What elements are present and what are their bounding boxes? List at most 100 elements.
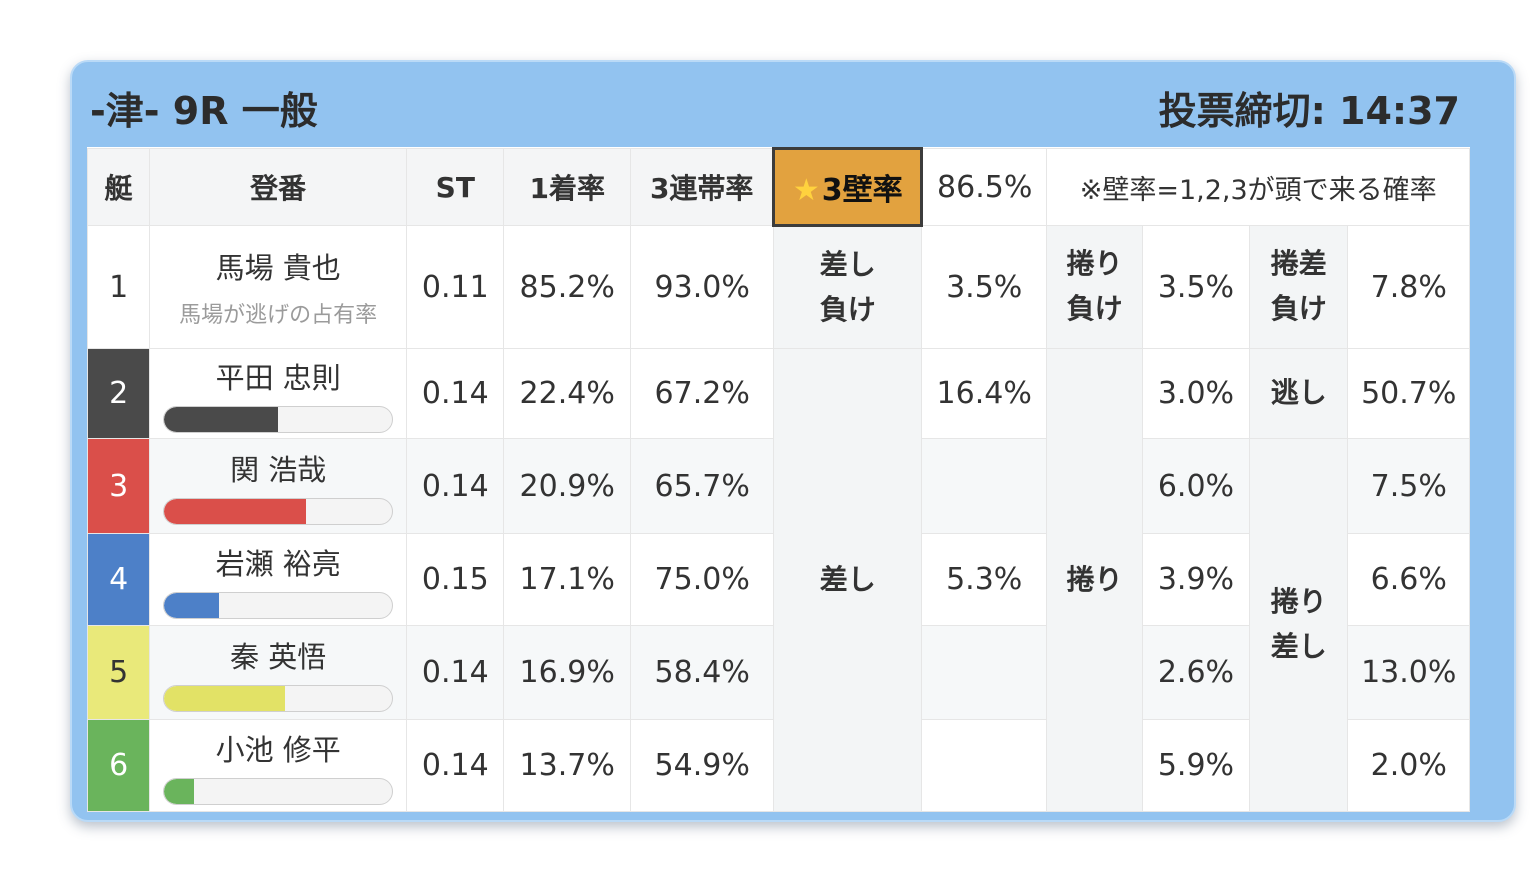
- vote-deadline: 投票締切: 14:37: [1158, 88, 1460, 133]
- win-rate-value: 13.7%: [503, 719, 631, 812]
- racer-cell: 関 浩哉: [149, 438, 408, 534]
- makuri-value: 2.6%: [1141, 625, 1251, 720]
- race-card: -津- 9R 一般 投票締切: 14:37 艇 登番 ST 1着率 3連帯率 ★…: [70, 60, 1516, 822]
- label-line: 捲り: [1066, 247, 1123, 281]
- sashi-value: [920, 625, 1048, 720]
- racer-name: 平田 忠則: [215, 360, 341, 395]
- racer-cell: 馬場 貴也 馬場が逃げの占有率: [149, 225, 408, 349]
- racer-progress-fill: [164, 406, 279, 432]
- makuri-value: 3.9%: [1141, 533, 1251, 626]
- st-value: 0.14: [406, 438, 505, 534]
- win-rate-value: 22.4%: [503, 348, 631, 439]
- racer-name: 馬場 貴也: [215, 251, 341, 285]
- racer-row: 5 秦 英悟 0.14 16.9% 58.4% 2.6% 13.0%: [86, 625, 1470, 720]
- makurizashi-value: 6.6%: [1347, 533, 1470, 626]
- label-line: 捲差: [1270, 247, 1327, 281]
- makuri-value: 5.9%: [1141, 719, 1251, 812]
- boat-number: 1: [86, 225, 151, 349]
- top3-rate-value: 54.9%: [629, 719, 775, 812]
- makurizashi-value: 2.0%: [1347, 719, 1470, 812]
- star-icon: ★: [792, 173, 820, 208]
- top3-rate-value: 65.7%: [629, 438, 775, 534]
- makuri-value: 3.0%: [1141, 348, 1251, 439]
- wall-rate-note: ※壁率=1,2,3が頭で来る確率: [1046, 148, 1470, 226]
- st-value: 0.11: [406, 225, 505, 349]
- racer-row: 3 関 浩哉 0.14 20.9% 65.7% 6.0% 捲り 差し 7.5%: [86, 438, 1470, 812]
- wall-rate-header: ★3壁率: [772, 147, 923, 227]
- label-line: 負け: [819, 292, 876, 326]
- win-rate-value: 17.1%: [503, 533, 631, 626]
- sashi-value: [920, 719, 1048, 812]
- st-value: 0.14: [406, 719, 505, 812]
- racer-name: 秦 英悟: [230, 639, 327, 674]
- racer-cell: 平田 忠則: [149, 348, 408, 439]
- nigashi-value: 50.7%: [1347, 348, 1470, 439]
- st-value: 0.15: [406, 533, 505, 626]
- makuri-label: 捲り: [1046, 348, 1143, 812]
- racer-progress-fill: [164, 778, 194, 804]
- boat-number: 3: [86, 438, 151, 534]
- wall-rate-value: 86.5%: [920, 148, 1048, 226]
- race-table: 艇 登番 ST 1着率 3連帯率 ★3壁率 86.5% ※壁率=1,2,3が頭で…: [86, 147, 1470, 812]
- racer-progress-fill: [164, 499, 306, 524]
- st-value: 0.14: [406, 348, 505, 439]
- label-line: 捲り: [1270, 585, 1327, 619]
- racer-cell: 秦 英悟: [149, 625, 408, 720]
- racer-name: 岩瀬 裕亮: [215, 546, 341, 581]
- racer-progress-bar: [163, 684, 394, 712]
- racer-row: 1 馬場 貴也 馬場が逃げの占有率 0.11 85.2% 93.0% 差し 負け…: [86, 225, 1470, 349]
- racer-progress-bar: [163, 777, 394, 805]
- makurizashi-value: 13.0%: [1347, 625, 1470, 720]
- label-line: 負け: [1066, 292, 1123, 325]
- racer-progress-fill: [164, 592, 219, 618]
- st-value: 0.14: [406, 625, 505, 720]
- win-rate-value: 85.2%: [503, 225, 631, 349]
- racer-progress-bar: [163, 498, 394, 525]
- boat-number: 4: [86, 533, 151, 626]
- wall-rate-label: 3壁率: [821, 173, 903, 208]
- sashi-lose-value: 3.5%: [920, 225, 1048, 349]
- sashi-lose-label: 差し 負け: [773, 225, 922, 349]
- table-header-row: 艇 登番 ST 1着率 3連帯率 ★3壁率 86.5% ※壁率=1,2,3が頭で…: [86, 147, 1470, 227]
- makurizashi-lose-value: 7.8%: [1347, 225, 1470, 349]
- racer-progress-bar: [163, 591, 394, 619]
- win-rate-value: 20.9%: [503, 438, 631, 534]
- label-line: 差し: [819, 247, 876, 281]
- top3-rate-value: 67.2%: [629, 348, 775, 439]
- makurizashi-label: 捲り 差し: [1249, 438, 1349, 812]
- top3-rate-value: 75.0%: [629, 533, 775, 626]
- race-table-wrapper: 艇 登番 ST 1着率 3連帯率 ★3壁率 86.5% ※壁率=1,2,3が頭で…: [86, 147, 1470, 812]
- label-line: 差し: [1270, 630, 1327, 663]
- makurizashi-value: 7.5%: [1347, 438, 1470, 534]
- nigashi-label: 逃し: [1249, 348, 1349, 439]
- makurizashi-lose-label: 捲差 負け: [1249, 225, 1349, 349]
- makuri-lose-value: 3.5%: [1141, 225, 1251, 349]
- race-card-header: -津- 9R 一般 投票締切: 14:37: [72, 62, 1514, 146]
- racer-progress-bar: [163, 405, 394, 433]
- col-header-win-rate: 1着率: [503, 148, 631, 226]
- boat-number: 6: [86, 719, 151, 812]
- col-header-top3-rate: 3連帯率: [629, 148, 775, 226]
- sashi-value: [920, 438, 1048, 534]
- boat-number: 5: [86, 625, 151, 720]
- sashi-value: 16.4%: [920, 348, 1048, 439]
- top3-rate-value: 93.0%: [629, 225, 775, 349]
- racer-cell: 小池 修平: [149, 719, 408, 812]
- racer-name: 小池 修平: [215, 732, 341, 767]
- sashi-label: 差し: [773, 348, 922, 812]
- racer-cell: 岩瀬 裕亮: [149, 533, 408, 626]
- racer-row: 4 岩瀬 裕亮 0.15 17.1% 75.0% 5.3% 3.9% 6.6%: [86, 533, 1470, 626]
- racer-progress-fill: [164, 685, 285, 711]
- win-rate-value: 16.9%: [503, 625, 631, 720]
- boat-number: 2: [86, 348, 151, 439]
- racer-row: 2 平田 忠則 0.14 22.4% 67.2% 差し 16.4% 捲り 3.0…: [86, 348, 1470, 812]
- racer-name: 関 浩哉: [230, 453, 327, 487]
- racer-row: 6 小池 修平 0.14 13.7% 54.9% 5.9% 2.0%: [86, 719, 1470, 812]
- racer-subtitle: 馬場が逃げの占有率: [179, 303, 378, 328]
- makuri-value: 6.0%: [1141, 438, 1251, 534]
- col-header-st: ST: [406, 148, 505, 226]
- label-line: 負け: [1270, 292, 1327, 325]
- top3-rate-value: 58.4%: [629, 625, 775, 720]
- makuri-lose-label: 捲り 負け: [1046, 225, 1143, 349]
- sashi-value: 5.3%: [920, 533, 1048, 626]
